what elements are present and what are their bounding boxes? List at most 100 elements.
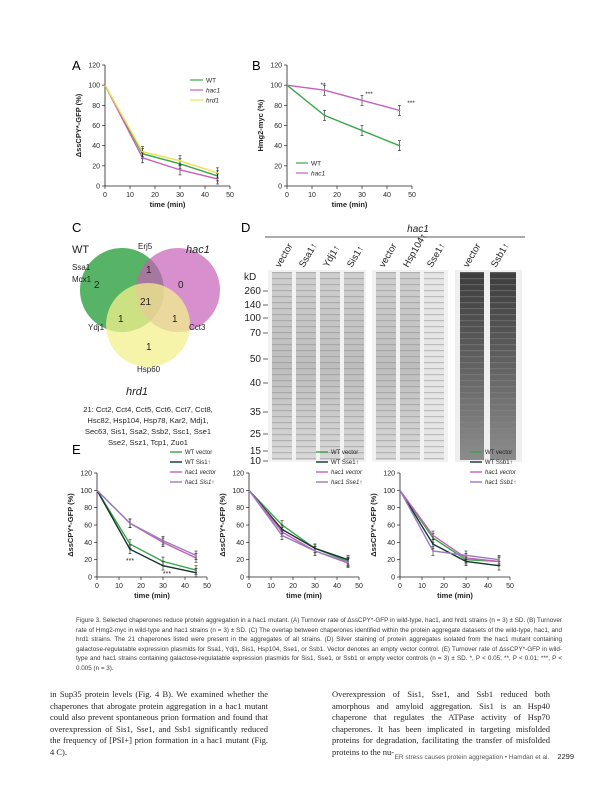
x-tick-label: 40 — [201, 192, 209, 199]
y-tick-label: 80 — [387, 505, 395, 512]
data-point — [129, 548, 131, 551]
series-line — [248, 489, 349, 564]
x-axis-title: time (min) — [134, 591, 170, 600]
x-tick-label: 50 — [506, 583, 514, 590]
x-tick-label: 20 — [440, 583, 448, 590]
venn-count-wt-hrd1: 1 — [118, 314, 124, 325]
x-tick-label: 20 — [137, 583, 145, 590]
data-point — [129, 522, 131, 525]
x-tick-label: 50 — [355, 583, 363, 590]
x-tick-label: 20 — [289, 583, 297, 590]
legend-label: hac1 vector — [331, 470, 363, 476]
series-line — [104, 84, 218, 174]
figure-caption: Figure 3. Selected chaperones reduce pro… — [76, 617, 562, 672]
venn-hrd1-circle — [106, 283, 190, 367]
x-tick-label: 40 — [181, 583, 189, 590]
x-tick-label: 10 — [126, 192, 134, 199]
series-line — [399, 489, 500, 563]
x-tick-label: 50 — [226, 192, 234, 199]
panel-d-letter: D — [241, 220, 250, 235]
gel-lane-bands — [424, 272, 444, 460]
gel-lane-bands — [320, 272, 340, 460]
gel-marker-label: 10 — [250, 456, 262, 467]
venn-list-line: 21: Cct2, Cct4, Cct5, Cct6, Cct7, Cct8, — [83, 405, 213, 414]
venn-list-line: Sec63, Sis1, Ssa2, Ssb2, Ssc1, Sse1 — [85, 427, 211, 436]
series-line — [399, 489, 500, 567]
x-tick-label: 10 — [267, 583, 275, 590]
legend-label: hac1 vector — [485, 470, 517, 476]
y-tick-label: 40 — [236, 540, 244, 547]
y-tick-label: 20 — [84, 557, 92, 564]
y-tick-label: 20 — [236, 557, 244, 564]
x-tick-label: 30 — [176, 192, 184, 199]
y-tick-label: 40 — [274, 143, 282, 150]
legend-e: WT vector WT Sis1↑ hac1 vector hac1 Sis1↑ WT… — [170, 450, 517, 486]
gel-lane-bands — [376, 272, 396, 460]
gel-lane-label: vector — [461, 242, 483, 270]
data-point — [281, 534, 283, 537]
data-point — [141, 150, 144, 153]
y-tick-label: 60 — [84, 523, 92, 530]
body-text-left: in Sup35 protein levels (Fig. 4 B). We e… — [50, 689, 268, 757]
legend-label: WT Sis1↑ — [185, 460, 211, 466]
series-line — [286, 84, 400, 147]
y-tick-label: 0 — [88, 575, 92, 582]
series-line — [96, 489, 197, 559]
gel-marker-label: 35 — [250, 407, 262, 418]
y-tick-label: 100 — [88, 83, 100, 90]
legend-label: hac1 vector — [185, 470, 217, 476]
y-tick-label: 40 — [84, 540, 92, 547]
series-line — [248, 489, 349, 561]
gel-lane-label: vector — [377, 242, 399, 270]
venn-hac1-label: hac1 — [186, 244, 210, 256]
data-point — [361, 99, 363, 102]
legend-b: WT hac1 — [296, 161, 325, 178]
data-point — [179, 168, 181, 171]
y-tick-label: 20 — [387, 557, 395, 564]
venn-count-wt-hac1: 1 — [146, 265, 152, 276]
star-e-30: *** — [163, 571, 171, 578]
y-axis-title: ΔssCPY*-GFP (%) — [74, 93, 83, 157]
venn-ydj1: Ydj1 — [88, 323, 105, 332]
x-tick-label: 50 — [203, 583, 211, 590]
y-tick-label: 0 — [96, 184, 100, 191]
x-tick-label: 10 — [115, 583, 123, 590]
data-point — [398, 109, 401, 112]
data-point — [361, 129, 363, 132]
y-tick-label: 120 — [80, 471, 92, 478]
gel-lane-label: Ssb1↑ — [489, 241, 512, 269]
data-point — [498, 558, 500, 561]
x-tick-label: 10 — [308, 192, 316, 199]
data-point — [216, 178, 219, 180]
data-point — [162, 564, 164, 567]
chart-e1: 0 20 40 60 80 100 120 0 10 20 30 40 50 time (min) ΔssC… — [66, 471, 211, 601]
y-tick-label: 40 — [92, 143, 100, 150]
running-title: ER stress causes protein aggregation • H… — [394, 754, 550, 761]
y-tick-label: 60 — [92, 123, 100, 130]
gel-lane-label: vector — [273, 242, 295, 270]
y-axis-title: ΔssCPY*-GFP (%) — [218, 493, 227, 557]
chart-e2: 0 20 40 60 80 100 120 0 10 20 30 40 50 time (min) ΔssC… — [218, 471, 363, 601]
data-point — [195, 554, 197, 557]
gel-lane-bands — [344, 272, 364, 460]
x-tick-label: 20 — [333, 192, 341, 199]
x-axis-title: time (min) — [150, 200, 186, 209]
chart-b: 0 20 40 60 80 100 120 0 10 20 30 40 50 time (min) Hmg2… — [256, 63, 416, 210]
venn-cct3: Cct3 — [189, 323, 206, 332]
data-point — [323, 89, 326, 92]
x-tick-label: 30 — [159, 583, 167, 590]
series-line — [104, 84, 218, 177]
venn-list-line: Hsc82, Hsp104, Hsp78, Kar2, Mdj1, — [87, 416, 208, 425]
legend-a-hrd1: hrd1 — [206, 98, 219, 105]
legend-b-hac1: hac1 — [311, 171, 325, 178]
y-tick-label: 100 — [232, 488, 244, 495]
body-text-right: Overexpression of Sis1, Sse1, and Ssb1 r… — [332, 689, 550, 757]
legend-label: WT Ssb1↑ — [485, 460, 513, 466]
venn-count-hac1-hrd1: 1 — [172, 314, 178, 325]
venn-hrd1-label: hrd1 — [126, 386, 148, 398]
gel-marker-label: 260 — [244, 286, 261, 297]
y-tick-label: 60 — [236, 523, 244, 530]
legend-label: WT vector — [185, 450, 212, 456]
